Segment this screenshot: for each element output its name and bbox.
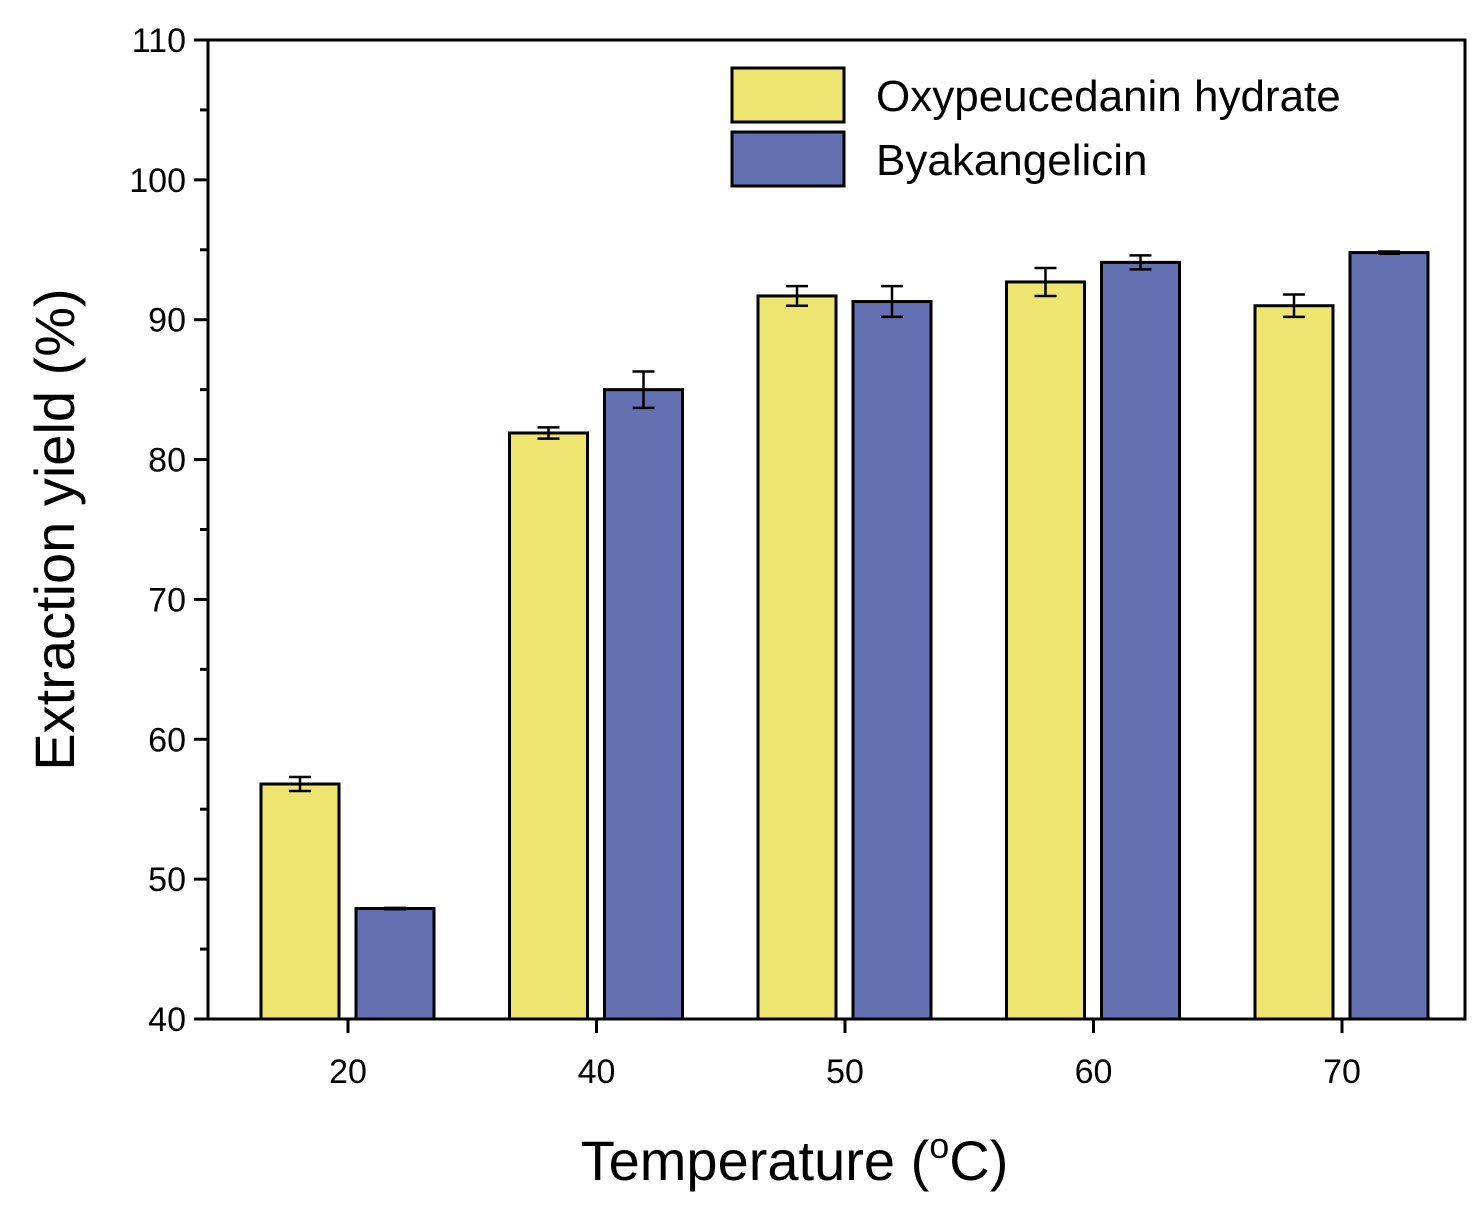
y-tick-label-100: 100 [129,162,186,200]
y-tick-label-50: 50 [148,861,186,899]
bars-layer [259,251,1430,1021]
error-bar-oxypeucedanin-hydrate-50 [786,284,808,307]
legend-label-1: Byakangelicin [876,136,1148,185]
x-tick-label-60: 60 [1075,1053,1113,1091]
bar-byakangelicin-70 [1348,251,1430,1021]
y-tick-label-80: 80 [148,442,186,480]
x-tick-label-20: 20 [329,1053,367,1091]
bar-oxypeucedanin-hydrate-60 [1005,280,1086,1021]
bar-oxypeucedanin-hydrate-70 [1253,304,1335,1021]
legend-swatch-0 [730,66,846,124]
error-bar-byakangelicin-40 [632,370,655,410]
error-bar-oxypeucedanin-hydrate-60 [1034,266,1057,298]
bar-oxypeucedanin-hydrate-20 [259,782,341,1021]
error-bar-byakangelicin-20 [384,906,406,911]
x-axis-title-superscript: o [929,1125,949,1166]
error-bar-oxypeucedanin-hydrate-70 [1283,293,1305,319]
error-bar-oxypeucedanin-hydrate-40 [537,426,560,440]
bar-oxypeucedanin-hydrate-50 [756,294,838,1021]
y-tick-label-90: 90 [148,302,186,340]
error-bar-byakangelicin-70 [1378,250,1400,255]
error-bar-byakangelicin-50 [881,284,903,319]
y-tick-label-60: 60 [148,721,186,759]
error-bar-byakangelicin-60 [1129,254,1152,271]
y-tick-label-70: 70 [148,581,186,619]
x-tick-label-40: 40 [578,1053,616,1091]
legend: Oxypeucedanin hydrate Byakangelicin [730,66,1341,188]
legend-swatch-1 [730,130,846,188]
axis-ticks-layer: 40 50 60 70 80 90 100 110 20 40 50 60 70 [129,22,1361,1091]
x-tick-label-70: 70 [1323,1053,1361,1091]
bar-byakangelicin-60 [1100,260,1181,1021]
y-axis-title: Extraction yield (%) [23,288,86,770]
x-axis-title-text: Temperature ( [581,1129,930,1192]
legend-label-0: Oxypeucedanin hydrate [876,72,1341,121]
y-tick-label-40: 40 [148,1001,186,1039]
bar-byakangelicin-50 [851,300,933,1021]
error-bar-oxypeucedanin-hydrate-20 [289,775,311,793]
x-axis-title: Temperature (oC) [581,1125,1009,1192]
bar-byakangelicin-40 [603,388,684,1021]
x-axis-title-suffix: C) [949,1129,1008,1192]
bar-byakangelicin-20 [354,907,436,1021]
error-bars-layer [289,250,1400,911]
x-tick-label-50: 50 [826,1053,864,1091]
y-tick-label-110: 110 [132,22,186,60]
bar-oxypeucedanin-hydrate-40 [508,431,589,1021]
